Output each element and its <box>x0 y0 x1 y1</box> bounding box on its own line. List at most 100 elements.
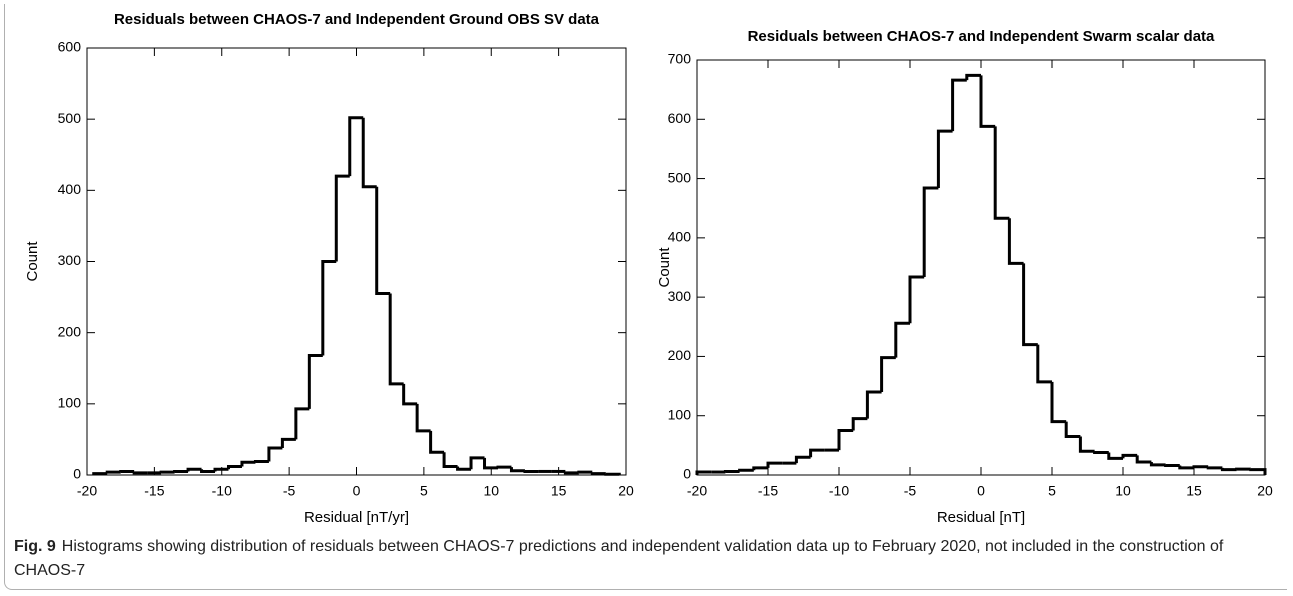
histogram-step <box>837 429 854 451</box>
x-tick-label: 20 <box>1257 483 1273 499</box>
x-tick-label: 10 <box>483 483 499 499</box>
chart-title: Residuals between CHAOS-7 and Independen… <box>748 28 1215 45</box>
histogram-step <box>936 129 953 189</box>
histogram-step <box>695 470 712 475</box>
histogram-step <box>1135 455 1152 464</box>
y-tick-label: 700 <box>668 51 692 67</box>
x-tick-label: -5 <box>283 483 296 499</box>
x-tick-label: -20 <box>687 483 707 499</box>
histogram-step <box>590 472 606 476</box>
histogram-step <box>809 448 825 458</box>
x-tick-label: 0 <box>977 483 985 499</box>
histogram-step <box>1164 464 1180 468</box>
histogram-step <box>766 461 783 468</box>
x-tick-label: -5 <box>904 483 917 499</box>
caption-label: Fig. 9 <box>14 538 56 555</box>
x-tick-label: 10 <box>1115 483 1131 499</box>
histogram-step <box>723 469 740 473</box>
x-tick-label: -15 <box>144 483 164 499</box>
histogram-step <box>794 455 811 464</box>
histogram-step <box>993 126 1010 220</box>
y-tick-label: 400 <box>58 181 82 197</box>
y-tick-label: 600 <box>58 39 82 55</box>
caption-text: Histograms showing distribution of resid… <box>14 538 1224 579</box>
histogram-step <box>1206 466 1223 470</box>
histogram-step <box>186 467 202 472</box>
histogram-step <box>738 468 754 472</box>
histogram-step <box>200 469 216 473</box>
histogram-step <box>1178 465 1194 470</box>
histogram-step <box>1093 450 1109 454</box>
x-tick-label: 5 <box>420 483 428 499</box>
histogram-step <box>402 383 418 406</box>
histogram-step <box>415 403 431 433</box>
histogram-step <box>456 466 472 471</box>
histogram-step <box>105 470 121 474</box>
y-tick-label: 500 <box>58 110 82 126</box>
y-tick-label: 100 <box>58 395 82 411</box>
x-tick-label: -15 <box>758 483 778 499</box>
histogram-step <box>1078 436 1095 453</box>
chart-title: Residuals between CHAOS-7 and Independen… <box>114 11 600 28</box>
y-tick-label: 300 <box>668 288 692 304</box>
histogram-step <box>1249 468 1267 475</box>
figure-frame <box>4 4 1287 590</box>
histogram-step <box>280 437 296 448</box>
histogram-step <box>1064 421 1081 438</box>
histogram-step <box>509 467 525 473</box>
histogram-step <box>483 457 498 470</box>
histogram-step <box>348 116 364 177</box>
histogram-step <box>604 472 621 476</box>
chart: Residuals between CHAOS-7 and Independen… <box>24 11 1273 526</box>
histogram-step <box>213 467 229 472</box>
histogram-step <box>334 174 350 262</box>
histogram-step <box>951 78 967 132</box>
x-axis-label: Residual [nT/yr] <box>304 509 409 526</box>
histogram-step <box>1107 452 1123 460</box>
histogram-step <box>321 260 337 356</box>
y-tick-label: 200 <box>668 347 692 363</box>
histogram-step <box>253 459 269 463</box>
y-tick-label: 200 <box>58 323 82 339</box>
histogram-step <box>1007 218 1024 265</box>
histogram-step <box>496 465 512 469</box>
histogram-step <box>159 470 175 474</box>
histogram-step <box>1050 381 1067 424</box>
x-tick-label: -10 <box>829 483 849 499</box>
histogram-step <box>894 321 910 358</box>
histogram-step <box>429 430 445 454</box>
histogram-step <box>922 186 939 277</box>
x-tick-label: -20 <box>77 483 97 499</box>
histogram-step <box>563 471 579 475</box>
x-tick-label: 5 <box>1048 483 1056 499</box>
histogram-step <box>880 356 896 392</box>
histogram-step <box>119 469 135 473</box>
caption: Fig. 9 Histograms showing distribution of… <box>14 535 1264 583</box>
histogram-step <box>442 452 458 468</box>
histogram-step <box>1220 467 1237 472</box>
histogram-step <box>865 390 882 419</box>
histogram-step <box>240 460 256 467</box>
x-tick-label: 15 <box>1186 483 1202 499</box>
histogram-step <box>173 469 189 473</box>
histogram-step <box>752 466 768 471</box>
histogram-step <box>523 469 539 473</box>
histogram-step <box>388 293 404 386</box>
histogram-step <box>469 456 485 470</box>
histogram-step <box>1121 453 1138 459</box>
histogram-step <box>1149 461 1166 467</box>
y-tick-label: 500 <box>668 169 692 185</box>
y-axis-label: Count <box>656 247 673 288</box>
y-tick-label: 0 <box>73 466 81 482</box>
histogram-step <box>1192 465 1209 469</box>
histogram-step <box>361 117 377 189</box>
histogram-step <box>979 75 996 128</box>
histogram-step <box>226 464 242 470</box>
histogram-step <box>965 73 981 81</box>
histogram-step <box>267 446 283 462</box>
x-tick-label: 20 <box>618 483 634 499</box>
histogram-step <box>851 417 868 431</box>
histogram-step <box>294 407 310 440</box>
x-axis-label: Residual [nT] <box>937 509 1025 526</box>
